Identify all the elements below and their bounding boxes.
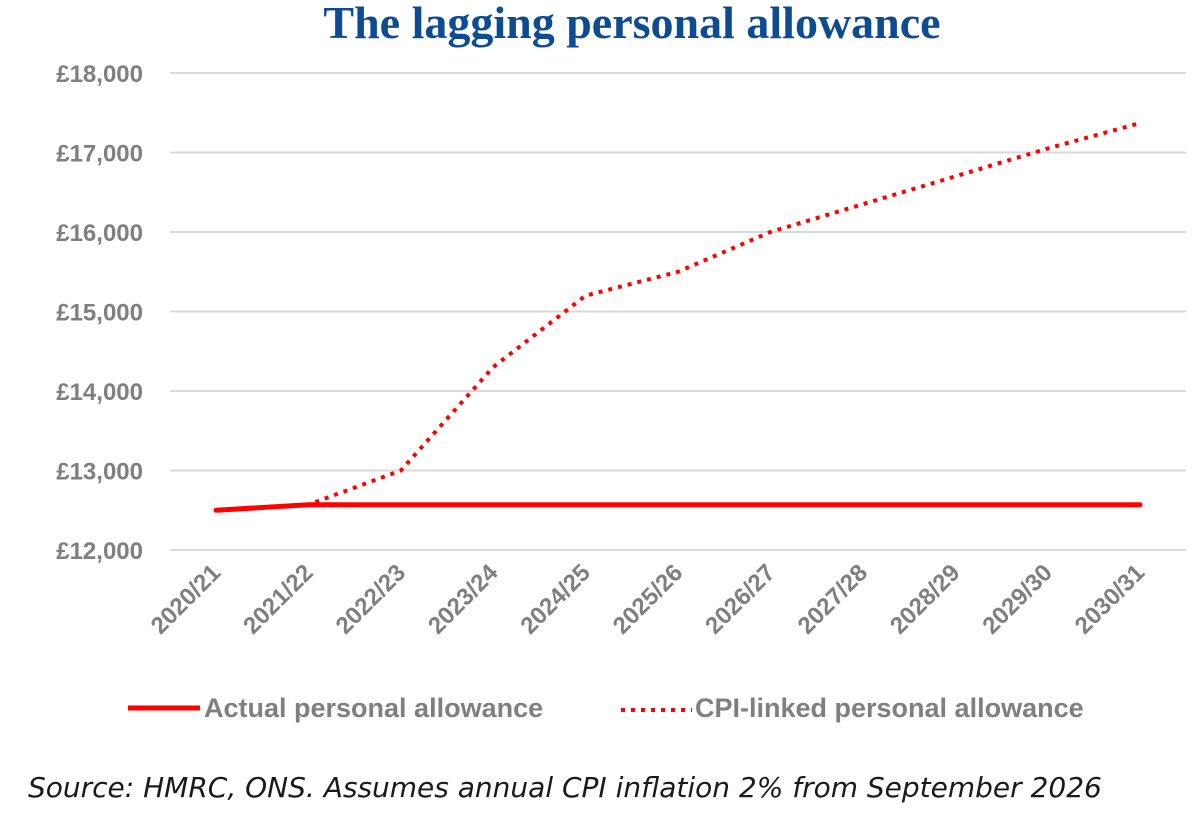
- gridlines: [170, 72, 1186, 551]
- x-tick-label: 2028/29: [885, 559, 965, 639]
- series-line-actual: [213, 502, 1143, 513]
- y-tick-label: £15,000: [56, 300, 143, 327]
- legend-label-actual: Actual personal allowance: [204, 693, 543, 723]
- source-note: Source: HMRC, ONS. Assumes annual CPI in…: [28, 771, 1102, 804]
- y-tick-label: £14,000: [56, 379, 143, 406]
- legend-label-cpi: CPI-linked personal allowance: [695, 693, 1084, 723]
- legend: Actual personal allowance CPI-linked per…: [128, 693, 1084, 723]
- series-lines: [213, 121, 1143, 513]
- x-tick-label: 2021/22: [238, 559, 318, 639]
- series-line-cpi-linked: [215, 121, 1141, 513]
- y-tick-label: £17,000: [56, 141, 143, 168]
- x-tick-label: 2030/31: [1070, 559, 1150, 639]
- y-tick-label: £18,000: [56, 61, 143, 88]
- y-tick-label: £12,000: [56, 538, 143, 565]
- x-tick-label: 2022/23: [331, 559, 411, 639]
- x-tick-label: 2029/30: [977, 559, 1057, 639]
- x-tick-label: 2023/24: [423, 559, 504, 640]
- x-tick-label: 2026/27: [700, 559, 780, 639]
- x-axis-ticks: 2020/21 2021/22 2022/23 2023/24 2024/25 2025/…: [146, 559, 1150, 640]
- y-axis-ticks: £12,000 £13,000 £14,000 £15,000 £16,000 £17,0…: [56, 61, 143, 565]
- y-tick-label: £16,000: [56, 220, 143, 247]
- y-tick-label: £13,000: [56, 459, 143, 486]
- x-tick-label: 2025/26: [608, 559, 688, 639]
- chart-title: The lagging personal allowance: [323, 0, 940, 48]
- x-tick-label: 2024/25: [515, 559, 595, 639]
- x-tick-label: 2027/28: [793, 559, 873, 639]
- x-tick-label: 2020/21: [146, 559, 226, 639]
